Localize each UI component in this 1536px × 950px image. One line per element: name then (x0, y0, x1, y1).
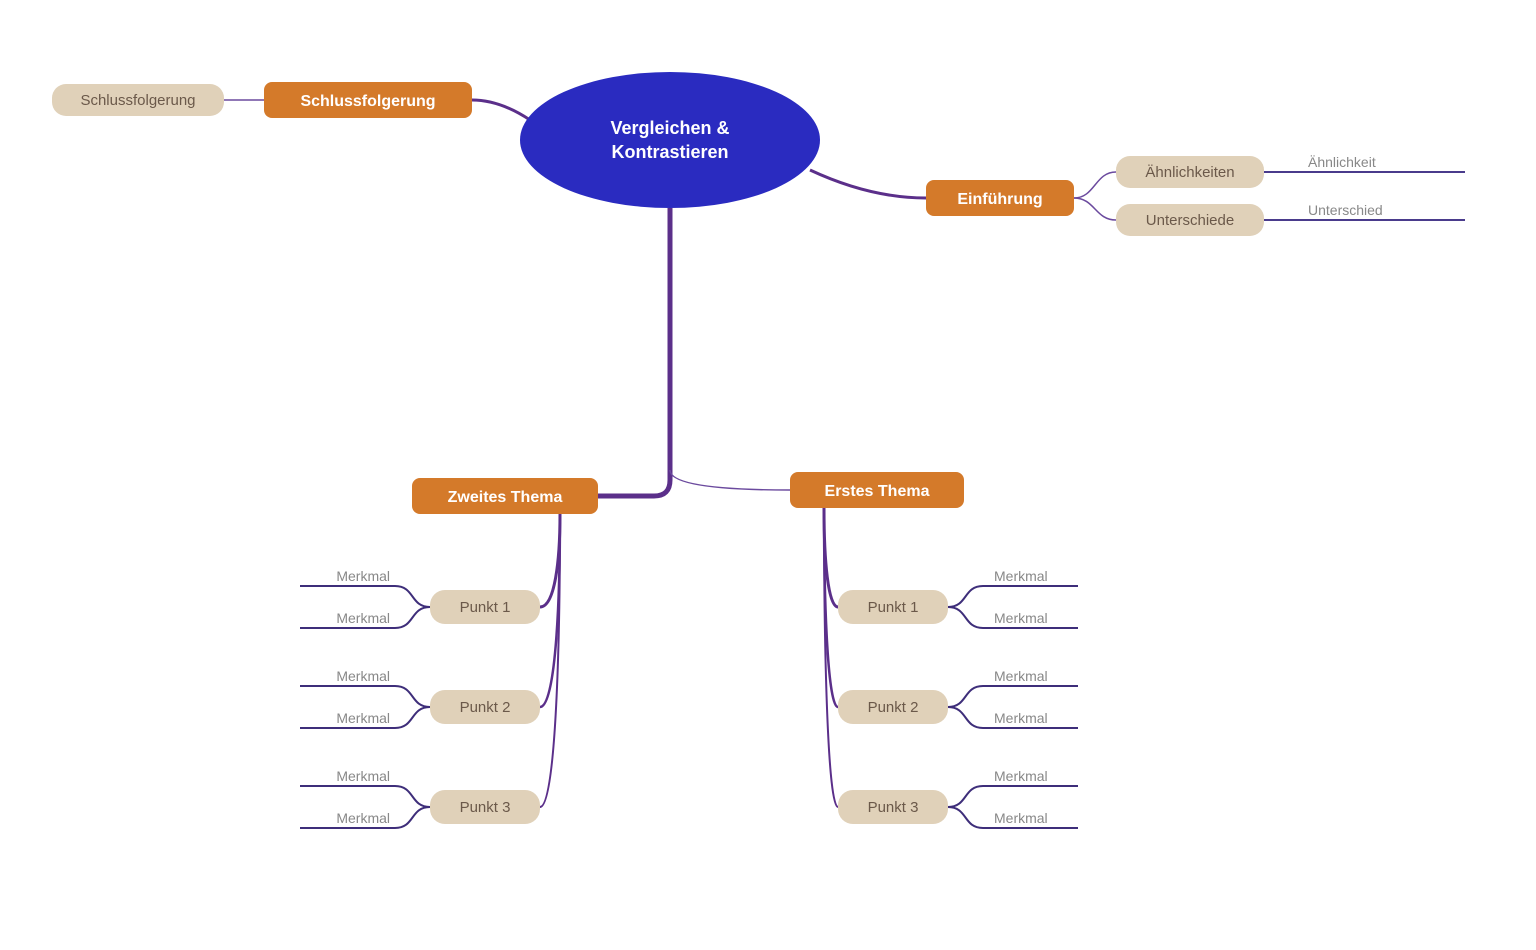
central-node[interactable] (520, 72, 820, 208)
branch-schlussfolgerung-label: Schlussfolgerung (300, 93, 435, 110)
connector (1074, 172, 1116, 198)
connector (948, 686, 1078, 707)
connector (1074, 198, 1116, 220)
leaf-merkmal: Merkmal (336, 610, 390, 626)
mindmap-canvas: Vergleichen & Kontrastieren Schlussfolge… (0, 0, 1536, 950)
central-label-1: Vergleichen & (610, 118, 729, 138)
connector (472, 100, 530, 120)
connector (300, 786, 430, 807)
leaf-merkmal: Merkmal (336, 810, 390, 826)
leaf-merkmal: Merkmal (994, 710, 1048, 726)
connector (540, 514, 560, 607)
connector (300, 686, 430, 707)
leaf-merkmal: Merkmal (336, 668, 390, 684)
connector (810, 170, 926, 198)
leaf-merkmal: Merkmal (994, 568, 1048, 584)
leaf-merkmal: Merkmal (994, 768, 1048, 784)
sub-zweites-punkt1-label: Punkt 1 (460, 599, 511, 616)
sub-unterschiede-label: Unterschiede (1146, 212, 1234, 229)
leaf-aehnlichkeit: Ähnlichkeit (1308, 154, 1376, 170)
connector (300, 586, 430, 607)
sub-schlussfolgerung-label: Schlussfolgerung (80, 92, 195, 109)
connector (598, 208, 670, 496)
sub-aehnlichkeiten-label: Ähnlichkeiten (1145, 164, 1234, 181)
connector (948, 586, 1078, 607)
leaf-merkmal: Merkmal (994, 610, 1048, 626)
leaf-merkmal: Merkmal (336, 710, 390, 726)
branch-zweites-thema-label: Zweites Thema (448, 489, 563, 506)
leaf-merkmal: Merkmal (994, 810, 1048, 826)
leaf-unterschied: Unterschied (1308, 202, 1383, 218)
leaf-merkmal: Merkmal (994, 668, 1048, 684)
sub-zweites-punkt2-label: Punkt 2 (460, 699, 511, 716)
sub-erstes-punkt3-label: Punkt 3 (868, 799, 919, 816)
sub-zweites-punkt3-label: Punkt 3 (460, 799, 511, 816)
central-label-2: Kontrastieren (611, 142, 728, 162)
sub-erstes-punkt2-label: Punkt 2 (868, 699, 919, 716)
sub-erstes-punkt1-label: Punkt 1 (868, 599, 919, 616)
branch-einfuehrung-label: Einführung (957, 191, 1042, 208)
leaf-merkmal: Merkmal (336, 768, 390, 784)
connector (948, 786, 1078, 807)
connector (670, 470, 790, 490)
leaf-merkmal: Merkmal (336, 568, 390, 584)
branch-erstes-thema-label: Erstes Thema (825, 483, 930, 500)
